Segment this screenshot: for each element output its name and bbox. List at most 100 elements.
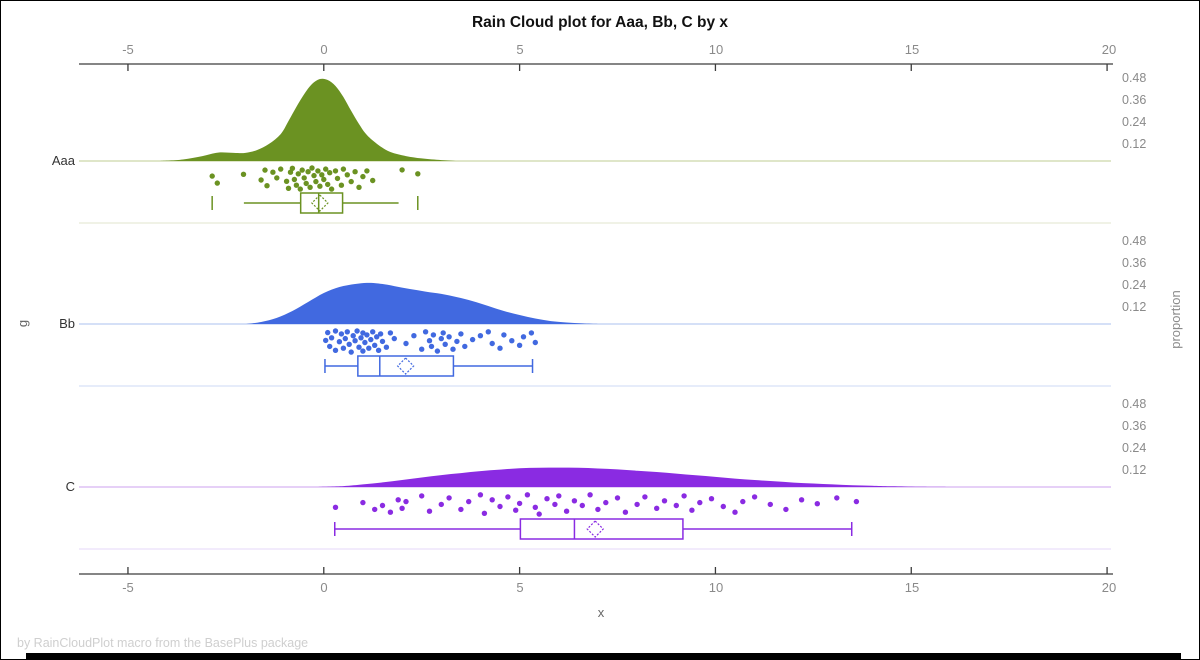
- top-axis-tick-label: 10: [708, 42, 724, 57]
- rain-point-bb: [442, 341, 448, 347]
- rain-point-bb: [368, 336, 374, 343]
- top-axis-tick-label: 20: [1101, 42, 1117, 57]
- top-axis-tick-label: -5: [122, 42, 134, 57]
- rain-point-bb: [454, 338, 460, 345]
- rain-point-bb: [458, 331, 464, 337]
- proportion-tick-label: 0.12: [1122, 463, 1147, 477]
- rain-point-c: [379, 502, 386, 509]
- rain-point-bb: [411, 333, 417, 339]
- rain-point-c: [438, 501, 444, 508]
- rain-point-bb: [426, 338, 433, 344]
- rain-point-bb: [462, 343, 468, 350]
- rain-point-c: [767, 501, 773, 508]
- rain-point-bb: [356, 344, 362, 350]
- rain-point-bb: [419, 346, 425, 352]
- rain-point-c: [642, 494, 648, 500]
- rain-point-c: [332, 504, 339, 510]
- rain-point-c: [399, 505, 405, 511]
- rain-point-c: [505, 494, 511, 500]
- rain-point-c: [579, 502, 585, 509]
- rain-point-bb: [350, 333, 356, 339]
- rain-point-aaa: [313, 178, 319, 185]
- rain-point-c: [446, 495, 452, 501]
- rain-point-bb: [489, 340, 495, 347]
- box-iqr-aaa: [299, 192, 344, 214]
- rain-point-c: [587, 492, 593, 498]
- rain-point-bb: [340, 345, 347, 351]
- box-iqr-bb: [357, 355, 455, 377]
- rain-point-aaa: [301, 175, 307, 181]
- rain-point-aaa: [289, 165, 296, 171]
- bottom-axis-tick-label: -5: [122, 580, 134, 595]
- rain-point-bb: [362, 339, 368, 346]
- rain-point-aaa: [321, 176, 327, 183]
- rain-point-c: [513, 507, 519, 513]
- density-cloud-c: [315, 467, 951, 487]
- proportion-tick-label: 0.24: [1122, 115, 1147, 129]
- rain-point-bb: [428, 343, 435, 350]
- rain-point-aaa: [315, 168, 321, 174]
- top-axis-tick-label: 0: [320, 42, 328, 57]
- rain-point-bb: [360, 330, 366, 336]
- proportion-tick-label: 0.48: [1122, 234, 1147, 248]
- rain-point-bb: [360, 348, 366, 354]
- rain-point-c: [458, 506, 464, 513]
- rain-point-c: [403, 498, 409, 505]
- rain-point-aaa: [285, 185, 292, 191]
- rain-point-c: [477, 492, 484, 498]
- rain-point-c: [783, 506, 789, 513]
- rain-point-c: [673, 502, 679, 509]
- rain-point-c: [516, 500, 523, 507]
- box-iqr-c: [519, 518, 684, 540]
- box-mean-diamond-aaa: [311, 194, 329, 212]
- rain-point-c: [853, 498, 860, 505]
- rain-point-bb: [375, 347, 382, 353]
- rain-point-c: [798, 497, 805, 503]
- rain-point-aaa: [325, 181, 331, 188]
- rain-point-bb: [485, 329, 491, 335]
- category-label-bb: Bb: [59, 316, 75, 331]
- bottom-axis-tick-label: 0: [320, 580, 328, 595]
- top-axis-tick-label: 5: [516, 42, 524, 57]
- rain-point-bb: [338, 331, 345, 337]
- rain-point-c: [563, 508, 570, 514]
- rain-point-bb: [501, 332, 507, 338]
- rain-point-bb: [440, 330, 446, 336]
- rain-point-c: [720, 503, 726, 510]
- category-label-c: C: [65, 479, 75, 494]
- y-axis-label: g: [15, 319, 31, 328]
- rain-point-aaa: [258, 177, 264, 183]
- bottom-window-edge: [26, 653, 1181, 659]
- rain-point-c: [544, 496, 550, 502]
- rain-point-bb: [438, 335, 444, 342]
- rain-point-c: [532, 504, 538, 510]
- rain-point-c: [697, 499, 703, 506]
- rain-point-aaa: [311, 172, 317, 179]
- rain-point-aaa: [334, 175, 341, 182]
- proportion-tick-label: 0.12: [1122, 137, 1147, 151]
- proportion-tick-label: 0.36: [1122, 93, 1147, 107]
- rain-point-c: [740, 498, 746, 505]
- rain-point-c: [814, 501, 820, 507]
- rain-point-aaa: [305, 169, 311, 175]
- rain-point-aaa: [340, 166, 347, 172]
- rain-point-aaa: [356, 184, 362, 190]
- rain-point-bb: [469, 336, 476, 343]
- rain-point-bb: [328, 335, 335, 341]
- rain-point-c: [622, 509, 629, 515]
- top-axis-tick-label: 15: [904, 42, 920, 57]
- rain-point-c: [614, 495, 621, 501]
- rain-point-c: [481, 510, 488, 516]
- rain-point-aaa: [299, 167, 305, 173]
- proportion-tick-label: 0.36: [1122, 419, 1147, 433]
- rain-point-bb: [352, 338, 358, 344]
- rain-point-bb: [366, 345, 372, 351]
- rain-point-bb: [348, 349, 354, 355]
- rain-point-aaa: [307, 184, 313, 190]
- rain-point-c: [395, 497, 401, 503]
- rain-point-bb: [372, 342, 378, 348]
- rain-point-bb: [391, 335, 397, 342]
- rain-point-aaa: [303, 180, 309, 187]
- proportion-tick-label: 0.24: [1122, 441, 1147, 455]
- rain-point-c: [708, 496, 715, 502]
